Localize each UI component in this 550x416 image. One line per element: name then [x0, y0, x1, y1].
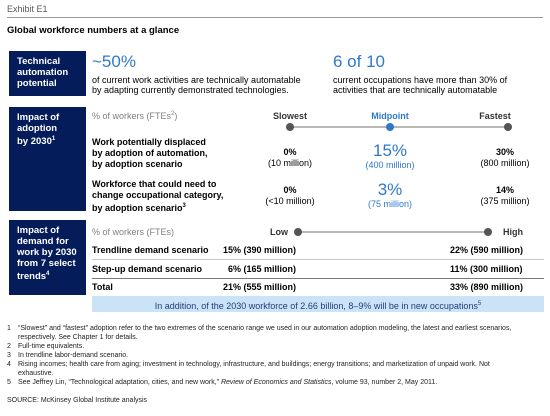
adoption-header-line-3: by 20301: [17, 134, 81, 147]
demand-header-line-3: work by 2030: [17, 247, 77, 258]
demand-row-3-low: 21% (555 million): [222, 282, 296, 292]
adoption-row-2-mid-sub: (75 million): [367, 199, 412, 209]
technical-left-text-2: by adapting currently demonstrated techn…: [92, 85, 289, 95]
footnote-2-num: 2: [7, 343, 11, 350]
demand-row-1-label: Trendline demand scenario: [92, 245, 209, 255]
adoption-header: Impact of adoption by 20301: [9, 107, 86, 211]
demand-row-1-high: 22% (590 million): [450, 245, 524, 255]
demand-scale-high: High: [503, 227, 523, 237]
adoption-row-2-slowest-pct: 0%: [283, 185, 297, 195]
footnote-2: 2 Full-time equivalents.: [7, 343, 527, 352]
adoption-row-2-fastest-pct: 14%: [495, 185, 514, 195]
source-note: SOURCE: McKinsey Global Institute analys…: [7, 397, 148, 404]
new-occupations-callout: In addition, of the 2030 workforce of 2.…: [92, 296, 544, 312]
technical-right-value: 6 of 10: [333, 52, 385, 71]
scale-slowest-dot: [286, 123, 294, 131]
technical-right-text-2: activities that are technically automata…: [333, 85, 498, 95]
technical-left-text-1: of current work activities are technical…: [92, 75, 301, 85]
demand-unit-label: % of workers (FTEs): [92, 227, 175, 237]
footnote-4-text: Rising incomes; health care from aging; …: [18, 361, 490, 377]
adoption-unit-label: % of workers (FTEs2): [92, 111, 177, 121]
scale-slowest: Slowest: [272, 111, 307, 121]
adoption-row-2-label-3-text: by adoption scenario: [92, 203, 183, 213]
demand-high-dot: [484, 228, 492, 236]
technical-right-text-1: current occupations have more than 30% o…: [333, 75, 508, 85]
callout-sup: 5: [477, 301, 482, 307]
exhibit-label: Exhibit E1: [7, 4, 48, 14]
adoption-row-1-slowest-sub: (10 million): [267, 158, 312, 168]
footnote-4-num: 4: [7, 361, 11, 368]
demand-divider-1: [92, 259, 544, 260]
adoption-row-2-slowest-sub: (<10 million): [265, 196, 315, 206]
demand-row-2-low: 6% (165 million): [227, 264, 296, 274]
demand-header-line-1: Impact of: [17, 225, 60, 236]
adoption-header-line-2: adoption: [17, 123, 58, 134]
adoption-header-line-1: Impact of: [17, 112, 60, 123]
demand-scale-low: Low: [270, 227, 288, 237]
adoption-row-2-label-1: Workforce that could need to: [92, 179, 217, 189]
adoption-row-1-slowest-pct: 0%: [283, 147, 297, 157]
adoption-row-2-label-3: by adoption scenario3: [92, 201, 186, 214]
adoption-row-1-label-1: Work potentially displaced: [92, 137, 206, 147]
footnote-5-text: See Jeffrey Lin, “Technological adaptati…: [18, 379, 527, 388]
demand-row-1-low: 15% (390 million): [222, 245, 296, 255]
adoption-row-1-label-2: by adoption of automation,: [92, 148, 208, 158]
footnote-3: 3 In trendline labor-demand scenario.: [7, 352, 527, 361]
footnote-1-num: 1: [7, 325, 11, 332]
demand-row-2-high: 11% (300 million): [450, 264, 523, 274]
technical-header-text: Technical automation potential: [17, 56, 69, 89]
top-divider: [7, 17, 543, 18]
demand-low-dot: [294, 228, 302, 236]
footnote-3-text: In trendline labor-demand scenario.: [18, 352, 129, 359]
adoption-row-1-mid-sub: (400 million): [365, 160, 415, 170]
adoption-row-1-label-3: by adoption scenario: [92, 159, 183, 169]
demand-header-line-2: demand for: [17, 236, 69, 247]
scale-midpoint: Midpoint: [371, 111, 409, 121]
adoption-row-2-mid-pct: 3%: [377, 180, 403, 199]
adoption-row-2-label-2: change occupational category,: [92, 190, 224, 200]
demand-row-3-high: 33% (890 million): [450, 282, 524, 292]
footnote-4: 4 Rising incomes; health care from aging;…: [7, 361, 527, 378]
footnote-1-text: “Slowest” and “fastest” adoption refer t…: [18, 325, 512, 341]
adoption-row-1-fastest-sub: (800 million): [480, 158, 530, 168]
footnote-1: 1 “Slowest” and “fastest” adoption refer …: [7, 325, 527, 342]
adoption-scale-line: [286, 123, 512, 131]
adoption-header-line-3-text: by 2030: [17, 136, 52, 148]
scale-fastest-dot: [504, 123, 512, 131]
adoption-row-1-fastest-pct: 30%: [495, 147, 514, 157]
scale-fastest: Fastest: [479, 111, 511, 121]
exhibit-title: Global workforce numbers at a glance: [7, 25, 180, 36]
footnote-2-text: Full-time equivalents.: [18, 343, 85, 350]
adoption-unit-close: ): [174, 111, 178, 121]
technical-header: Technical automation potential: [9, 51, 86, 96]
demand-header-sup: 4: [46, 271, 50, 277]
demand-header-line-5-text: trends: [17, 271, 47, 283]
footnote-5-journal: Review of Economics and Statistics: [220, 379, 332, 386]
footnote-5: 5 See Jeffrey Lin, “Technological adaptat…: [7, 379, 527, 388]
adoption-header-sup: 1: [51, 136, 56, 142]
demand-row-3-label: Total: [92, 282, 113, 292]
adoption-row-1-mid-pct: 15%: [372, 141, 408, 160]
adoption-unit-sup: 2: [171, 111, 175, 117]
demand-row-2-label: Step-up demand scenario: [92, 264, 203, 274]
callout-text: In addition, of the 2030 workforce of 2.…: [154, 301, 478, 311]
demand-header-line-4: from 7 select: [17, 258, 76, 269]
technical-left-value: ~50%: [92, 52, 136, 71]
demand-scale-line: [294, 228, 492, 236]
scale-midpoint-dot: [386, 123, 394, 131]
demand-divider-2: [92, 278, 544, 279]
footnote-5-post: , volume 93, number 2, May 2011.: [331, 379, 438, 386]
adoption-unit-text: % of workers (FTEs: [92, 111, 172, 121]
demand-header-line-5: trends4: [17, 269, 81, 282]
demand-header: Impact of demand for work by 2030 from 7…: [9, 220, 86, 295]
adoption-row-2-fastest-sub: (375 million): [480, 196, 530, 206]
footnote-5-pre: See Jeffrey Lin, “Technological adaptati…: [18, 379, 221, 386]
footnote-5-num: 5: [7, 379, 11, 386]
adoption-row-2-sup: 3: [182, 203, 186, 209]
footnote-3-num: 3: [7, 352, 11, 359]
